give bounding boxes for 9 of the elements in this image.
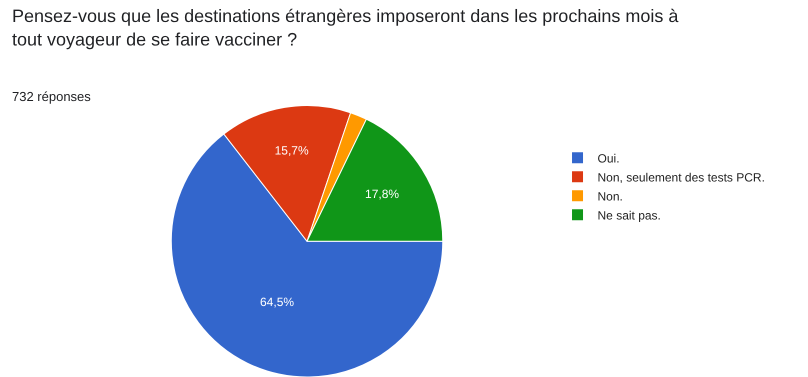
legend-label: Oui.	[598, 151, 620, 166]
legend-label: Ne sait pas.	[598, 208, 661, 222]
legend-label: Non, seulement des tests PCR.	[598, 170, 765, 184]
chart-title: Pensez-vous que les destinations étrangères imposeront dans les prochains mois à tout voyageur de se faire vacciner ?	[12, 6, 680, 50]
data-label: 17,8%	[365, 187, 400, 202]
data-label: 64,5%	[260, 295, 294, 310]
legend-label: Non.	[598, 189, 623, 204]
data-label: 15,7%	[274, 143, 309, 158]
text: 732 réponses	[12, 89, 92, 104]
